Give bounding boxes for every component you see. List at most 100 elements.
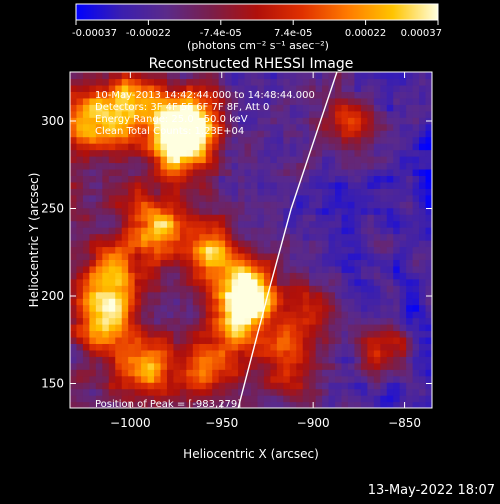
heatmap-cell (218, 201, 226, 209)
heatmap-cell (173, 201, 181, 209)
heatmap-cell (354, 110, 362, 118)
heatmap-cell (257, 227, 265, 235)
heatmap-cell (412, 181, 420, 189)
heatmap-cell (199, 156, 207, 164)
heatmap-cell (328, 285, 336, 293)
heatmap-cell (70, 291, 78, 299)
heatmap-cell (322, 324, 330, 332)
heatmap-cell (186, 401, 194, 408)
heatmap-cell (341, 207, 349, 215)
heatmap-cell (399, 188, 407, 196)
heatmap-cell (412, 110, 420, 118)
heatmap-cell (238, 149, 246, 157)
heatmap-cell (199, 343, 207, 351)
heatmap-cell (315, 298, 323, 306)
heatmap-cell (399, 97, 407, 105)
heatmap-cell (173, 388, 181, 396)
heatmap-cell (380, 168, 388, 176)
heatmap-cell (289, 336, 297, 344)
heatmap-cell (347, 188, 356, 196)
heatmap-cell (76, 311, 84, 319)
heatmap-cell (373, 252, 381, 260)
heatmap-cell (276, 110, 284, 118)
heatmap-cell (412, 272, 420, 280)
heatmap-cell (419, 388, 427, 396)
heatmap-cell (218, 227, 226, 235)
heatmap-cell (205, 143, 213, 151)
heatmap-cell (335, 207, 343, 215)
heatmap-cell (160, 123, 168, 131)
heatmap-cell (205, 401, 213, 408)
heatmap-cell (121, 298, 129, 306)
heatmap-cell (154, 317, 162, 325)
heatmap-cell (354, 97, 362, 105)
heatmap-cell (147, 356, 155, 364)
heatmap-cell (257, 324, 265, 332)
heatmap-cell (128, 188, 136, 196)
heatmap-cell (386, 104, 394, 112)
heatmap-cell (231, 168, 239, 176)
heatmap-cell (154, 162, 162, 170)
heatmap-cell (386, 136, 394, 144)
heatmap-cell (166, 324, 175, 332)
heatmap-cell (205, 382, 213, 390)
heatmap-cell (128, 130, 136, 138)
heatmap-cell (373, 156, 381, 164)
heatmap-cell (315, 91, 323, 99)
heatmap-cell (251, 291, 259, 299)
heatmap-cell (373, 78, 381, 86)
heatmap-cell (173, 227, 181, 235)
heatmap-cell (238, 343, 246, 351)
heatmap-cell (354, 175, 362, 183)
heatmap-cell (70, 143, 78, 151)
heatmap-cell (263, 188, 271, 196)
heatmap-cell (406, 278, 414, 286)
heatmap-cell (419, 104, 427, 112)
heatmap-cell (367, 324, 375, 332)
heatmap-cell (328, 291, 336, 299)
heatmap-cell (276, 240, 284, 248)
heatmap-cell (186, 123, 194, 131)
heatmap-cell (251, 401, 259, 408)
heatmap-cell (102, 298, 110, 306)
heatmap-cell (335, 175, 343, 183)
heatmap-cell (218, 336, 226, 344)
heatmap-cell (160, 220, 168, 228)
heatmap-cell (95, 91, 103, 99)
heatmap-cell (406, 259, 414, 267)
heatmap-cell (205, 349, 213, 357)
heatmap-cell (147, 162, 155, 170)
heatmap-cell (283, 97, 291, 105)
heatmap-cell (179, 130, 187, 138)
heatmap-cell (393, 246, 401, 254)
heatmap-cell (419, 78, 427, 86)
heatmap-cell (70, 110, 78, 118)
heatmap-cell (393, 136, 401, 144)
heatmap-cell (166, 388, 175, 396)
heatmap-cell (296, 78, 304, 86)
heatmap-cell (76, 91, 84, 99)
heatmap-cell (276, 265, 284, 273)
heatmap-cell (160, 356, 168, 364)
heatmap-cell (70, 188, 78, 196)
heatmap-cell (192, 104, 200, 112)
heatmap-cell (147, 240, 155, 248)
heatmap-cell (95, 104, 103, 112)
heatmap-cell (199, 201, 207, 209)
heatmap-cell (128, 194, 136, 202)
heatmap-cell (354, 188, 362, 196)
heatmap-cell (160, 330, 168, 338)
heatmap-cell (367, 194, 375, 202)
heatmap-cell (160, 278, 168, 286)
heatmap-cell (186, 285, 194, 293)
heatmap-cell (393, 401, 401, 408)
heatmap-cell (212, 78, 220, 86)
heatmap-cell (89, 401, 97, 408)
heatmap-cell (225, 194, 233, 202)
heatmap-cell (76, 298, 84, 306)
heatmap-cell (425, 343, 432, 351)
heatmap-cell (218, 324, 226, 332)
heatmap-cell (309, 369, 317, 377)
heatmap-cell (257, 181, 265, 189)
heatmap-cell (412, 175, 420, 183)
